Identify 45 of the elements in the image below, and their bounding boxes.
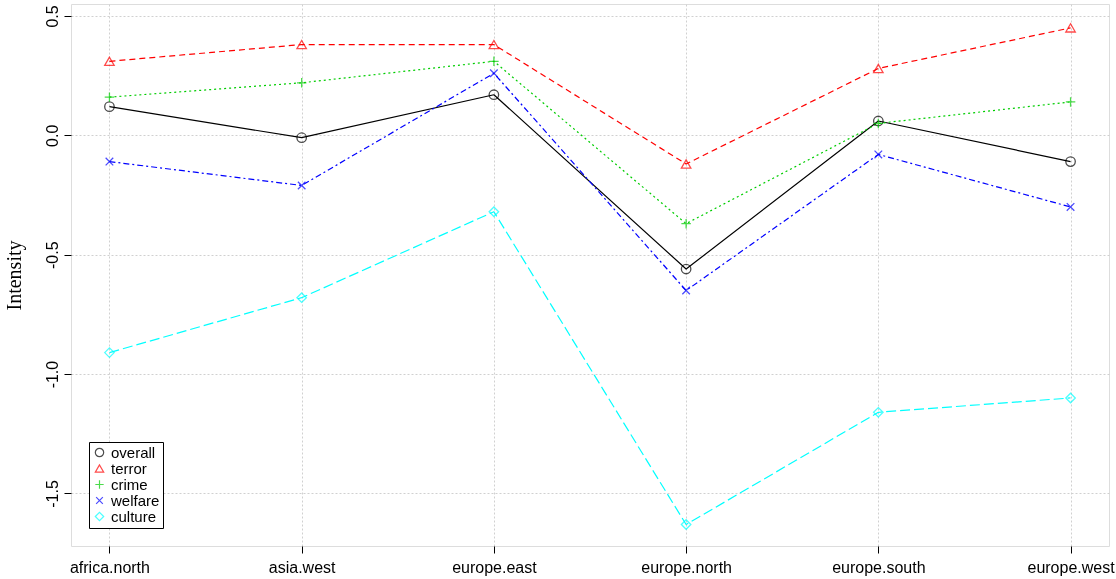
y-tick-label: 0.0 (43, 124, 61, 147)
x-tick-label: africa.north (69, 558, 150, 576)
point (488, 55, 500, 67)
legend-label: terror (111, 459, 147, 477)
point (104, 347, 115, 358)
y-axis-title: Intensity (2, 240, 26, 311)
y-tick-label: -1.0 (43, 360, 61, 389)
point (104, 101, 115, 113)
point (680, 263, 692, 275)
point (1065, 96, 1076, 108)
legend-label: culture (111, 507, 157, 525)
point (105, 157, 114, 167)
y-tick-label: 0.5 (43, 5, 61, 28)
y-tick-label: -0.5 (43, 241, 61, 269)
point (681, 286, 691, 295)
point (296, 132, 308, 144)
point (488, 39, 500, 50)
x-tick-label: europe.north (641, 558, 732, 576)
x-tick-label: asia.west (268, 558, 337, 576)
point (872, 63, 884, 74)
point (104, 56, 115, 67)
point (296, 39, 308, 50)
point (104, 91, 115, 103)
point (872, 406, 884, 418)
point (1065, 156, 1076, 167)
point (296, 292, 308, 304)
point (296, 77, 308, 89)
point (1065, 23, 1076, 33)
point (488, 206, 500, 218)
x-tick-label: europe.west (1027, 558, 1116, 576)
point (680, 159, 692, 169)
legend-label: welfare (110, 491, 160, 509)
point (1066, 202, 1075, 212)
legend-label: overall (111, 443, 156, 461)
point (489, 68, 499, 78)
point (488, 89, 500, 101)
point (680, 519, 692, 530)
x-tick-label: europe.east (452, 558, 538, 576)
legend-label: crime (111, 475, 148, 493)
point (1065, 392, 1076, 404)
point (873, 149, 883, 159)
point (680, 218, 692, 230)
x-tick-label: europe.south (832, 558, 926, 576)
point (297, 181, 307, 190)
y-tick-label: -1.5 (43, 480, 61, 508)
